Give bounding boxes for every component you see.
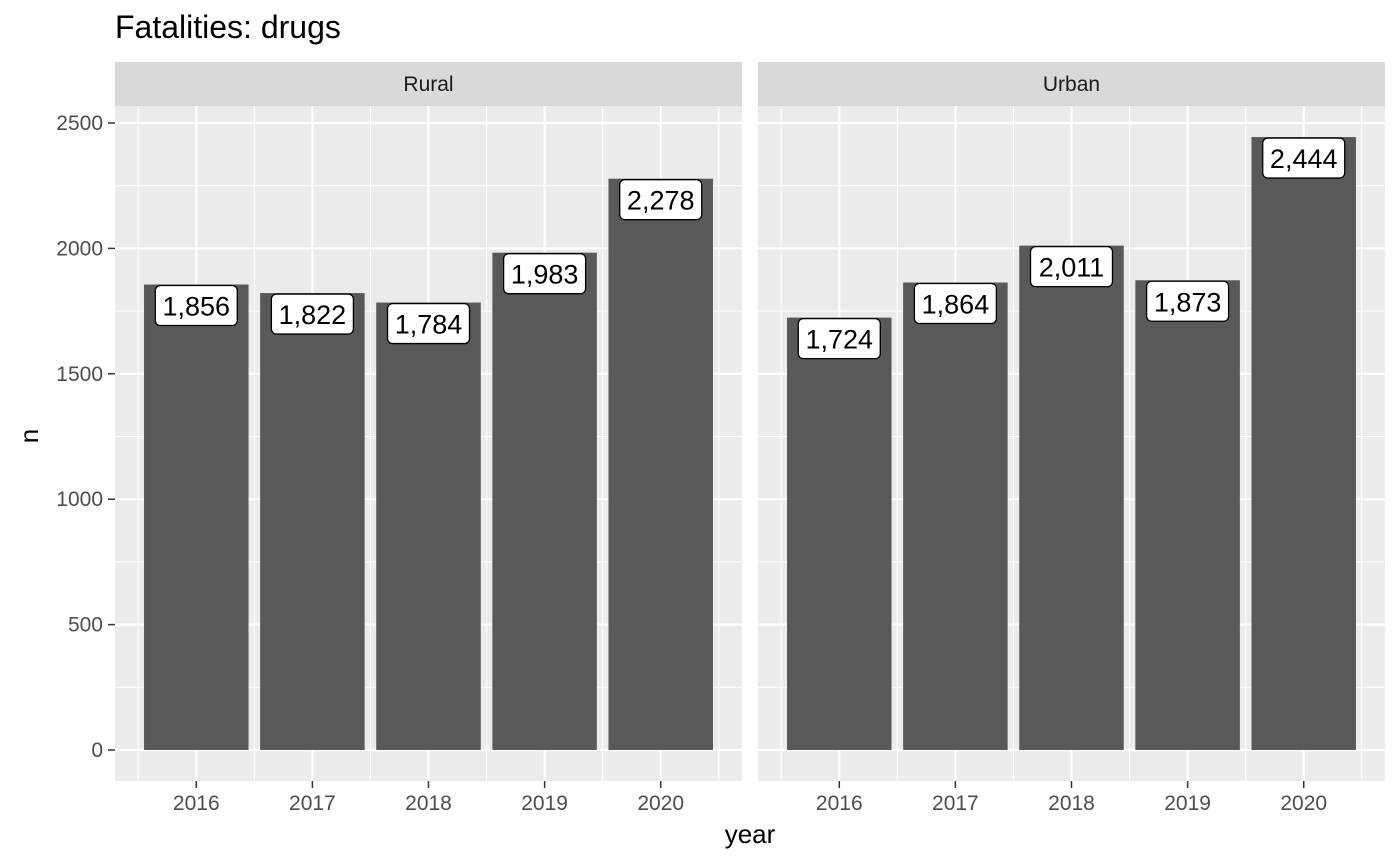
bar-label: 2,011 (1029, 245, 1114, 288)
x-tick-label: 2017 (289, 792, 336, 815)
bar-label-box (913, 282, 998, 325)
bar-urban-2018 (1019, 245, 1124, 750)
bar-label: 1,724 (797, 317, 881, 360)
bar-label-box (1262, 137, 1346, 179)
bar-label-text: 1,864 (922, 290, 990, 320)
facet-strip-label: Urban (1043, 73, 1100, 96)
bar-label-box (270, 293, 355, 335)
bar-label-box (797, 317, 881, 360)
facet-strip (115, 62, 742, 106)
bar-rural-2018 (376, 302, 481, 750)
x-axis-rural: 2016 2017 2018 2019 2020 (173, 781, 684, 815)
y-axis-title: n (14, 429, 44, 443)
x-tick-label: 2020 (637, 792, 684, 815)
facet-strip (758, 62, 1385, 106)
x-tick-label: 2016 (816, 792, 863, 815)
bar-label: 1,873 (1145, 280, 1230, 322)
x-tick-label: 2018 (405, 792, 452, 815)
bar-label: 1,983 (502, 253, 587, 295)
bar-urban-2019 (1135, 280, 1240, 750)
bar-label-text: 2,011 (1039, 253, 1105, 283)
bar-urban-2017 (903, 282, 1008, 750)
bar-rural-2020 (608, 178, 713, 750)
bar-rural-2019 (492, 252, 597, 750)
y-tick-label: 1500 (56, 363, 103, 386)
facet-strip-label: Rural (403, 73, 453, 96)
y-tick-label: 500 (68, 614, 103, 637)
bar-label-box (1029, 245, 1114, 288)
bar-label-box (1145, 280, 1230, 322)
bar-label-text: 1,873 (1154, 287, 1222, 317)
bar-label: 1,856 (154, 284, 238, 327)
x-tick-label: 2019 (1164, 792, 1211, 815)
bar-label-text: 1,856 (162, 292, 230, 322)
x-tick-label: 2020 (1280, 792, 1327, 815)
x-axis-title: year (725, 819, 776, 849)
x-tick-label: 2017 (932, 792, 979, 815)
bar-rural-2016 (144, 284, 249, 750)
bar-label: 2,444 (1262, 137, 1346, 179)
bar-label-text: 2,444 (1270, 144, 1338, 174)
bar-urban-2020 (1251, 137, 1356, 750)
y-tick-label: 2500 (56, 112, 103, 135)
bar-label: 1,864 (913, 282, 998, 325)
bar-label: 1,784 (386, 302, 471, 345)
x-tick-label: 2019 (521, 792, 568, 815)
bar-label-text: 2,278 (627, 186, 695, 216)
bar-label: 2,278 (619, 179, 703, 221)
bar-label-box (502, 253, 587, 295)
bar-label-box (154, 284, 238, 327)
bar-label-text: 1,822 (279, 300, 347, 330)
bar-label-text: 1,983 (511, 260, 579, 290)
chart-title: Fatalities: drugs (115, 9, 341, 45)
bar-label: 1,822 (270, 293, 355, 335)
x-tick-label: 2018 (1048, 792, 1095, 815)
y-axis: 0 500 1000 1500 2000 2500 (56, 112, 115, 762)
bar-rural-2017 (260, 293, 365, 750)
bar-urban-2016 (787, 317, 892, 750)
bar-label-box (386, 302, 471, 345)
x-axis-urban: 2016 2017 2018 2019 2020 (816, 781, 1327, 815)
bar-label-text: 1,724 (805, 325, 873, 355)
bar-label-box (619, 179, 703, 221)
y-tick-label: 2000 (56, 237, 103, 260)
y-tick-label: 1000 (56, 488, 103, 511)
y-tick-label: 0 (91, 739, 103, 762)
x-tick-label: 2016 (173, 792, 220, 815)
bar-label-text: 1,784 (395, 310, 463, 340)
